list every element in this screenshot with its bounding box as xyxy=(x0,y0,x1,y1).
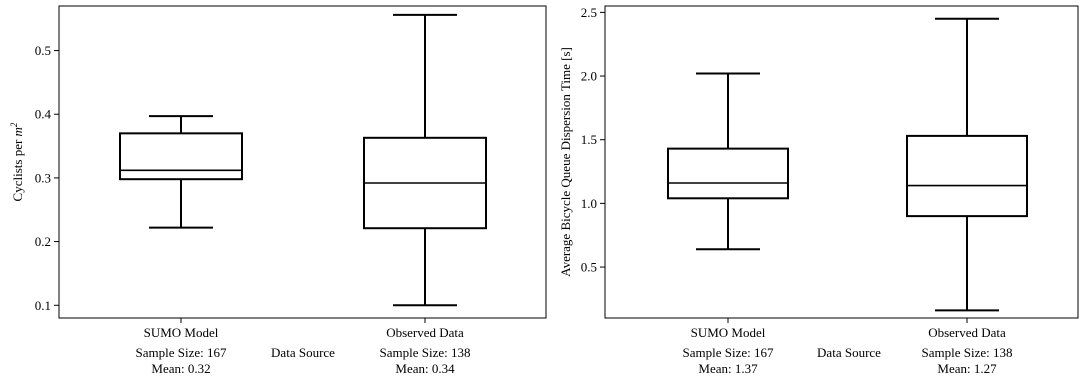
y-tick-label: 0.3 xyxy=(35,170,51,185)
x-axis-label: Data Source xyxy=(271,345,335,360)
x-tick-label: Observed Data xyxy=(928,325,1006,340)
y-tick-label: 0.4 xyxy=(35,107,52,122)
box-2 xyxy=(363,13,487,307)
x-tick-label: Observed Data xyxy=(386,325,464,340)
iqr-box xyxy=(119,132,243,181)
plot-frame xyxy=(58,5,547,319)
y-axis-label-text: Average Bicycle Queue Dispersion Time [s… xyxy=(558,47,573,277)
mean-label: Mean: 0.32 xyxy=(151,361,210,376)
y-tick-label: 0.5 xyxy=(35,43,51,58)
y-axis-label: Average Bicycle Queue Dispersion Time [s… xyxy=(558,47,573,277)
x-axis-label: Data Source xyxy=(817,345,881,360)
sample-size-label: Sample Size: 138 xyxy=(922,345,1013,360)
y-tick-label: 0.2 xyxy=(35,234,51,249)
x-tick-label: SUMO Model xyxy=(144,325,219,340)
iqr-box xyxy=(667,147,789,200)
plot-frame xyxy=(604,5,1079,319)
x-tick-label: SUMO Model xyxy=(691,325,766,340)
box-1 xyxy=(667,72,789,251)
y-tick-label: 0.1 xyxy=(35,298,51,313)
y-tick-label: 2.0 xyxy=(581,69,597,84)
y-axis-label-sup: 2 xyxy=(9,122,19,127)
chart-1: 0.1 0.2 0.3 0.4 0.5 Cyclists per m2 SUMO Model… xyxy=(9,5,547,376)
y-tick-label: 2.5 xyxy=(581,5,597,20)
sample-size-label: Sample Size: 167 xyxy=(683,345,774,360)
y-tick-label: 0.5 xyxy=(581,260,597,275)
y-tick-label: 1.5 xyxy=(581,132,597,147)
sample-size-label: Sample Size: 138 xyxy=(380,345,471,360)
mean-label: Mean: 0.34 xyxy=(395,361,455,376)
y-axis-label-math: m xyxy=(10,127,25,136)
mean-label: Mean: 1.27 xyxy=(937,361,997,376)
box-1 xyxy=(119,115,243,229)
y-axis-label: Cyclists per m2 xyxy=(9,122,25,201)
y-tick-label: 1.0 xyxy=(581,196,597,211)
chart-2: 0.5 1.0 1.5 2.0 2.5 Average Bicycle Queue Dis… xyxy=(558,5,1079,376)
iqr-box xyxy=(906,134,1028,218)
mean-label: Mean: 1.37 xyxy=(698,361,758,376)
box-2 xyxy=(906,17,1028,312)
y-axis-label-text: Cyclists per xyxy=(10,136,25,201)
sample-size-label: Sample Size: 167 xyxy=(136,345,227,360)
